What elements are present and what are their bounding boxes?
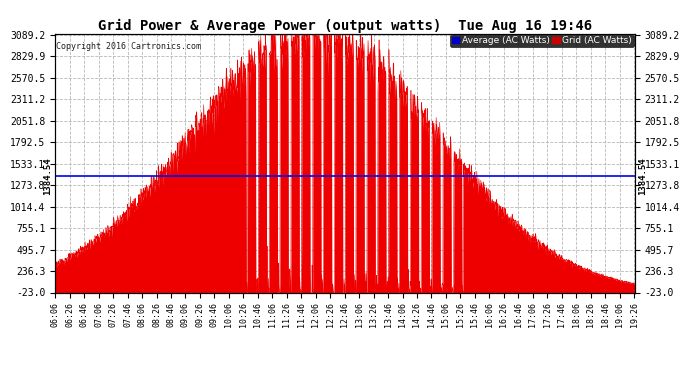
Text: Copyright 2016 Cartronics.com: Copyright 2016 Cartronics.com [57, 42, 201, 51]
Title: Grid Power & Average Power (output watts)  Tue Aug 16 19:46: Grid Power & Average Power (output watts… [98, 18, 592, 33]
Text: 1384.54: 1384.54 [43, 157, 52, 195]
Legend: Average (AC Watts), Grid (AC Watts): Average (AC Watts), Grid (AC Watts) [450, 34, 634, 47]
Text: 1384.54: 1384.54 [638, 157, 647, 195]
